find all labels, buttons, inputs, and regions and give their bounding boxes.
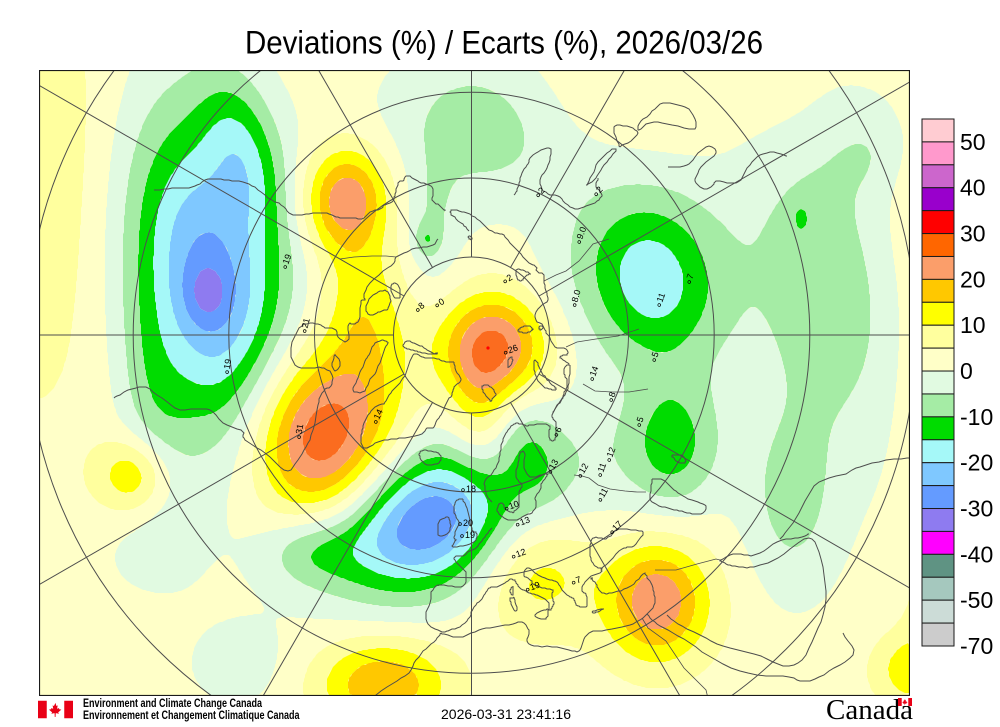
svg-text:40: 40 [960,175,986,201]
svg-text:12: 12 [605,446,618,459]
svg-text:7: 7 [574,574,582,585]
svg-text:31: 31 [294,423,306,435]
svg-text:12: 12 [514,547,527,560]
svg-text:20: 20 [463,518,473,528]
svg-text:0: 0 [437,296,446,307]
svg-text:2: 2 [505,272,514,283]
svg-text:6: 6 [553,425,564,434]
svg-text:10: 10 [960,312,986,338]
svg-text:2: 2 [536,185,547,196]
svg-text:13: 13 [518,515,531,528]
svg-text:-70: -70 [960,633,993,659]
svg-text:19: 19 [281,253,294,266]
svg-text:8.0: 8.0 [570,289,583,304]
svg-text:10: 10 [507,499,520,512]
svg-text:9.0: 9.0 [575,225,589,240]
svg-text:8: 8 [416,300,426,311]
svg-text:8: 8 [607,390,618,398]
svg-text:19: 19 [222,358,234,370]
svg-text:19: 19 [465,530,475,540]
svg-text:14: 14 [372,408,385,421]
svg-text:-10: -10 [960,404,993,430]
svg-text:30: 30 [960,221,986,247]
svg-text:11: 11 [655,291,668,303]
svg-text:11: 11 [597,486,610,499]
svg-text:-40: -40 [960,541,993,567]
svg-text:14: 14 [588,365,601,378]
svg-text:11: 11 [596,461,609,473]
svg-text:2: 2 [594,184,605,195]
svg-text:-20: -20 [960,450,993,476]
svg-text:7: 7 [685,272,696,280]
svg-text:-50: -50 [960,587,993,613]
svg-text:19: 19 [528,580,541,593]
svg-text:5: 5 [635,415,646,423]
svg-text:26: 26 [506,343,519,356]
svg-text:5: 5 [650,350,661,358]
svg-text:18: 18 [466,484,476,494]
svg-text:12: 12 [577,462,591,476]
svg-text:20: 20 [960,266,986,292]
svg-text:0: 0 [960,358,973,384]
svg-text:50: 50 [960,129,986,155]
svg-text:13: 13 [547,458,561,472]
svg-text:-30: -30 [960,496,993,522]
svg-text:21: 21 [300,317,312,329]
